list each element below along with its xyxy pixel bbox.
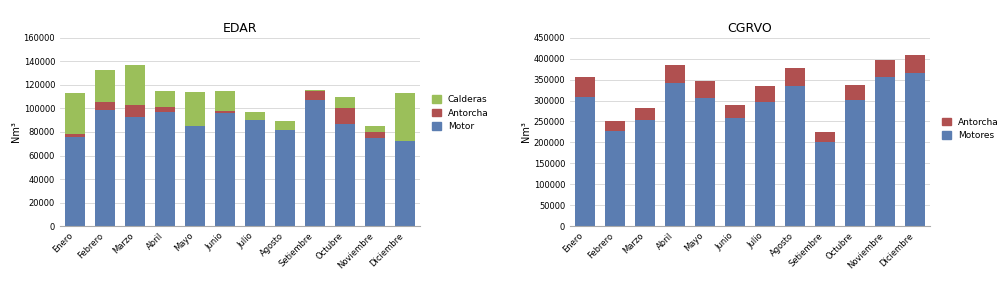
Bar bbox=[575, 97, 595, 226]
Bar bbox=[815, 132, 835, 142]
Bar bbox=[275, 130, 295, 226]
Bar bbox=[95, 110, 115, 226]
Bar bbox=[335, 124, 355, 226]
Bar bbox=[65, 93, 85, 134]
Bar bbox=[905, 55, 925, 73]
Bar bbox=[245, 112, 265, 120]
Bar bbox=[365, 126, 385, 132]
Bar bbox=[215, 91, 235, 111]
Bar bbox=[575, 77, 595, 97]
Bar bbox=[665, 64, 685, 83]
Bar bbox=[785, 86, 805, 226]
Y-axis label: Nm³: Nm³ bbox=[521, 122, 531, 142]
Bar bbox=[155, 91, 175, 107]
Bar bbox=[305, 91, 325, 100]
Bar bbox=[635, 108, 655, 120]
Bar bbox=[365, 132, 385, 138]
Bar bbox=[155, 107, 175, 112]
Bar bbox=[905, 73, 925, 226]
Bar bbox=[365, 138, 385, 226]
Title: EDAR: EDAR bbox=[223, 22, 257, 35]
Bar bbox=[635, 120, 655, 226]
Y-axis label: Nm³: Nm³ bbox=[11, 122, 21, 142]
Bar bbox=[875, 77, 895, 226]
Bar bbox=[65, 134, 85, 137]
Bar bbox=[605, 131, 625, 226]
Legend: Antorcha, Motores: Antorcha, Motores bbox=[942, 118, 999, 140]
Bar bbox=[245, 120, 265, 226]
Bar bbox=[125, 65, 145, 105]
Title: CGRVO: CGRVO bbox=[728, 22, 772, 35]
Bar bbox=[65, 137, 85, 226]
Bar bbox=[605, 121, 625, 131]
Bar bbox=[335, 108, 355, 124]
Bar bbox=[725, 118, 745, 226]
Bar bbox=[95, 70, 115, 102]
Bar bbox=[755, 102, 775, 226]
Bar bbox=[215, 113, 235, 226]
Bar bbox=[695, 98, 715, 226]
Bar bbox=[755, 86, 775, 102]
Bar bbox=[95, 102, 115, 110]
Bar bbox=[395, 93, 415, 142]
Bar bbox=[845, 85, 865, 100]
Legend: Calderas, Antorcha, Motor: Calderas, Antorcha, Motor bbox=[432, 95, 489, 131]
Bar bbox=[215, 111, 235, 113]
Bar bbox=[155, 112, 175, 226]
Bar bbox=[845, 100, 865, 226]
Bar bbox=[125, 105, 145, 117]
Bar bbox=[305, 90, 325, 91]
Bar bbox=[335, 97, 355, 108]
Bar bbox=[695, 81, 715, 98]
Bar bbox=[305, 100, 325, 226]
Bar bbox=[275, 121, 295, 130]
Bar bbox=[395, 142, 415, 226]
Bar bbox=[875, 60, 895, 77]
Bar bbox=[185, 92, 205, 126]
Bar bbox=[185, 126, 205, 226]
Bar bbox=[725, 105, 745, 118]
Bar bbox=[785, 68, 805, 86]
Bar bbox=[665, 83, 685, 226]
Bar bbox=[125, 117, 145, 226]
Bar bbox=[815, 142, 835, 226]
